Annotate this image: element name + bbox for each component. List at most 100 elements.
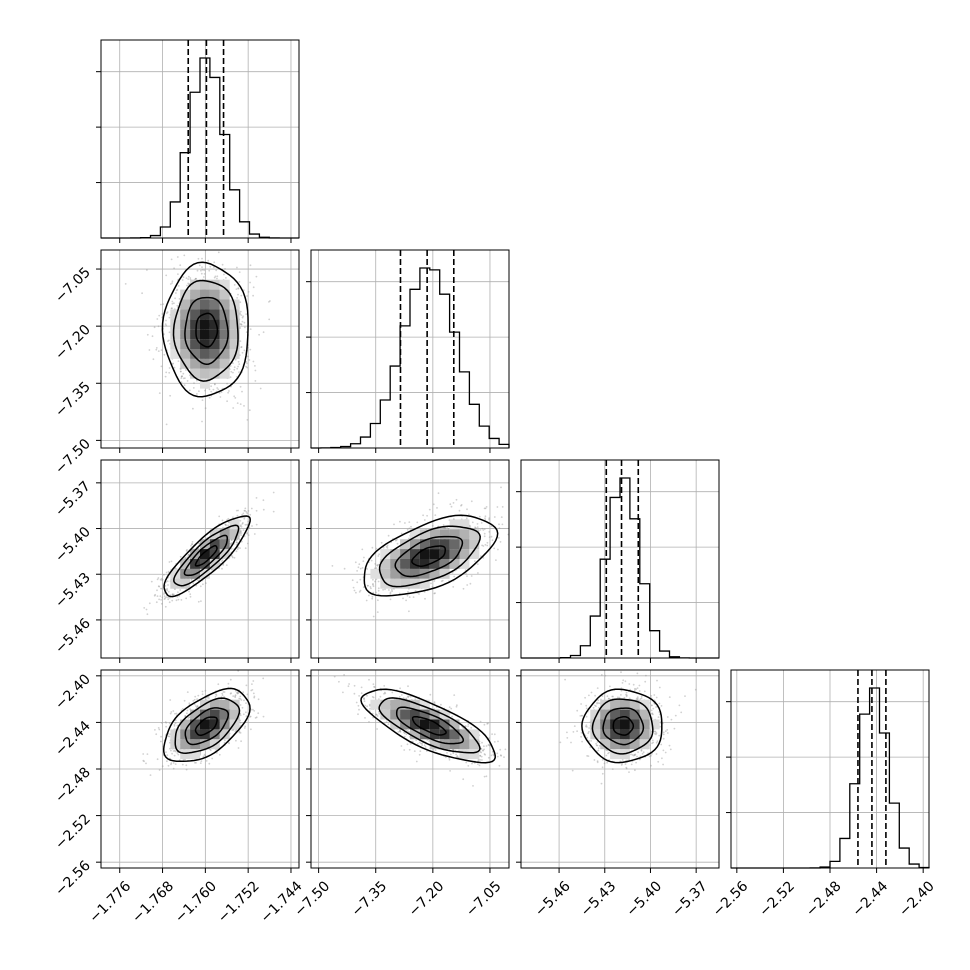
sample-point — [177, 273, 179, 275]
frame-0-0 — [100, 39, 300, 239]
sample-point — [159, 578, 162, 581]
sample-point — [428, 508, 431, 511]
sample-point — [165, 371, 168, 374]
sample-point — [204, 389, 206, 392]
sample-point — [239, 714, 242, 717]
sample-point — [236, 367, 239, 370]
sample-point — [157, 325, 160, 328]
sample-point — [151, 335, 154, 338]
sample-point — [254, 365, 256, 367]
sample-point — [448, 758, 451, 761]
density-cell — [219, 319, 230, 330]
sample-point — [490, 535, 493, 538]
sample-point — [476, 523, 479, 525]
sample-point — [466, 508, 468, 511]
sample-point — [164, 605, 167, 608]
sample-point — [146, 753, 149, 755]
sample-point — [141, 292, 144, 295]
frame-1-1 — [310, 249, 510, 449]
sample-point — [172, 710, 175, 712]
sample-point — [369, 586, 372, 588]
sample-point — [268, 318, 271, 321]
sample-point — [249, 716, 251, 718]
sample-point — [254, 380, 257, 382]
sample-point — [470, 575, 473, 577]
sample-point — [499, 541, 502, 543]
sample-point — [180, 599, 183, 601]
sample-point — [221, 694, 224, 696]
sample-point — [235, 550, 238, 553]
density-cell — [219, 299, 230, 310]
sample-point — [458, 509, 461, 512]
sample-point — [239, 697, 242, 700]
sample-point — [244, 725, 247, 728]
sample-point — [204, 582, 207, 584]
sample-point — [418, 753, 421, 756]
sample-point — [485, 506, 488, 508]
sample-point — [208, 697, 210, 700]
sample-point — [252, 360, 255, 363]
sample-point — [168, 601, 171, 604]
sample-point — [377, 580, 380, 583]
sample-point — [161, 765, 164, 768]
sample-point — [228, 742, 231, 745]
sample-point — [250, 507, 253, 510]
sample-point — [247, 510, 250, 512]
sample-point — [476, 526, 479, 528]
sample-point — [148, 349, 151, 351]
sample-point — [238, 271, 241, 273]
sample-point — [402, 597, 404, 600]
sample-point — [154, 729, 156, 731]
sample-point — [386, 546, 389, 548]
sample-point — [497, 548, 499, 551]
sample-point — [374, 563, 377, 565]
sample-point — [178, 298, 181, 300]
sample-point — [227, 391, 230, 394]
sample-point — [393, 523, 395, 526]
sample-point — [155, 348, 158, 351]
sample-point — [486, 544, 489, 547]
sample-point — [165, 751, 167, 753]
density-cell — [190, 309, 200, 320]
sample-point — [243, 349, 246, 352]
sample-point — [171, 282, 174, 284]
sample-point — [245, 511, 248, 513]
sample-point — [161, 578, 164, 581]
sample-point — [418, 593, 420, 595]
sample-point — [399, 687, 401, 690]
density-cell — [229, 339, 240, 349]
sample-point — [241, 706, 244, 709]
sample-point — [262, 508, 265, 511]
density-cell — [410, 568, 420, 579]
sample-point — [236, 297, 239, 299]
sample-point — [235, 541, 238, 544]
sample-point — [343, 567, 346, 570]
sample-point — [184, 377, 186, 379]
sample-point — [491, 539, 494, 542]
sample-point — [359, 589, 362, 592]
sample-point — [423, 519, 426, 521]
sample-point — [173, 267, 176, 270]
sample-point — [422, 514, 424, 517]
sample-point — [237, 747, 240, 749]
sample-point — [155, 601, 158, 604]
sample-point — [169, 283, 172, 285]
density-cell — [190, 299, 200, 310]
sample-point — [251, 689, 254, 691]
sample-point — [158, 314, 161, 317]
sample-point — [245, 702, 247, 704]
density-cell — [209, 349, 220, 359]
sample-point — [331, 565, 334, 567]
sample-point — [173, 754, 176, 757]
density-cell — [209, 299, 220, 310]
sample-point — [155, 347, 158, 349]
sample-point — [202, 276, 205, 278]
sample-point — [170, 711, 173, 713]
sample-point — [431, 524, 434, 527]
sample-point — [250, 728, 252, 731]
histogram-0 — [101, 57, 300, 239]
sample-point — [246, 295, 249, 297]
sample-point — [389, 591, 392, 594]
sample-point — [195, 277, 197, 280]
density-cell — [190, 339, 200, 349]
